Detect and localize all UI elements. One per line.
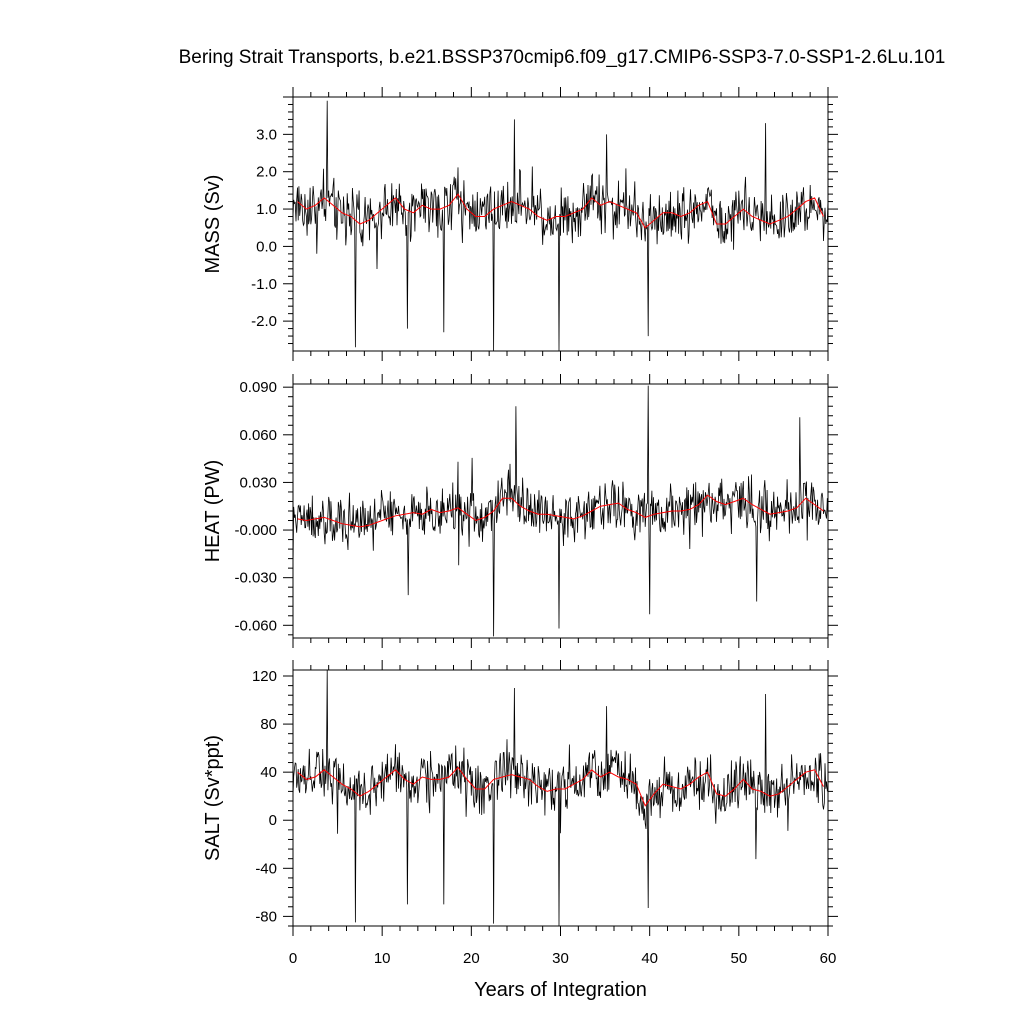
panel-1-y-axis-title: MASS (Sv)	[202, 175, 224, 274]
panel-3-y-tick-label: 80	[260, 716, 277, 733]
panel-1-series-annual-mean	[297, 193, 824, 229]
panel-1-series-monthly	[292, 100, 829, 352]
panel-3-frame	[292, 669, 829, 927]
chart-title: Bering Strait Transports, b.e21.BSSP370c…	[178, 47, 946, 68]
panel-3-series-monthly	[292, 669, 829, 927]
panel-2-y-tick-label: -0.030	[234, 570, 277, 587]
panel-3-y-tick-label: 120	[252, 668, 277, 685]
panel-3-y-tick-label: 0	[269, 812, 277, 829]
panel-3-y-tick-label: -80	[255, 908, 277, 925]
x-tick-label: 30	[552, 950, 569, 967]
panel-2-y-tick-label: -0.060	[234, 617, 277, 634]
panel-1-y-tick-label: 1.0	[256, 201, 277, 218]
panel-3-y-axis-title: SALT (Sv*ppt)	[202, 735, 224, 861]
panel-1-y-tick-label: 0.0	[256, 238, 277, 255]
panel-2-series-annual-mean	[297, 494, 824, 528]
x-tick-label: 20	[463, 950, 480, 967]
x-tick-label: 50	[730, 950, 747, 967]
panel-2-y-tick-label: -0.000	[234, 522, 277, 539]
panel-1-y-tick-label: 3.0	[256, 126, 277, 143]
panel-2-y-tick-label: 0.090	[239, 379, 277, 396]
panel-3-y-tick-label: 40	[260, 764, 277, 781]
panel-3-series-annual-mean	[297, 766, 824, 807]
panel-2-series-monthly	[292, 385, 829, 637]
x-axis-title: Years of Integration	[474, 979, 647, 1001]
x-tick-label: 40	[641, 950, 658, 967]
x-tick-label: 0	[289, 950, 297, 967]
panel-1-y-tick-label: -2.0	[251, 313, 277, 330]
panel-2-y-tick-label: 0.060	[239, 427, 277, 444]
x-tick-label: 10	[374, 950, 391, 967]
panel-2-y-tick-label: 0.030	[239, 474, 277, 491]
x-tick-label: 60	[820, 950, 837, 967]
panel-1-y-tick-label: 2.0	[256, 164, 277, 181]
panel-2-y-axis-title: HEAT (PW)	[202, 460, 224, 563]
panel-3-y-tick-label: -40	[255, 860, 277, 877]
panel-1-y-tick-label: -1.0	[251, 276, 277, 293]
